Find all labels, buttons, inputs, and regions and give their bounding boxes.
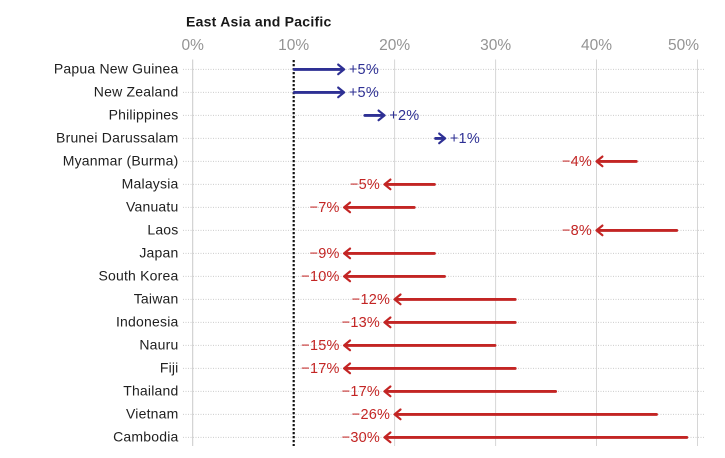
- svg-text:Vanuatu: Vanuatu: [126, 199, 179, 215]
- svg-text:Thailand: Thailand: [123, 383, 178, 399]
- svg-text:Brunei Darussalam: Brunei Darussalam: [56, 130, 178, 146]
- svg-text:−10%: −10%: [301, 269, 339, 285]
- svg-text:10%: 10%: [278, 37, 309, 54]
- svg-text:East Asia and Pacific: East Asia and Pacific: [186, 14, 332, 30]
- svg-text:Laos: Laos: [147, 222, 178, 238]
- svg-text:Myanmar (Burma): Myanmar (Burma): [63, 153, 179, 169]
- svg-text:50%: 50%: [668, 37, 699, 54]
- svg-text:Japan: Japan: [139, 245, 178, 261]
- svg-text:+2%: +2%: [389, 108, 419, 124]
- svg-text:20%: 20%: [379, 37, 410, 54]
- svg-text:−4%: −4%: [562, 154, 592, 170]
- svg-text:−13%: −13%: [342, 315, 380, 331]
- svg-text:Philippines: Philippines: [109, 107, 179, 123]
- svg-text:Vietnam: Vietnam: [126, 406, 179, 422]
- svg-text:South Korea: South Korea: [98, 268, 178, 284]
- svg-text:−12%: −12%: [352, 292, 390, 308]
- svg-text:−7%: −7%: [310, 200, 340, 216]
- svg-text:+1%: +1%: [450, 131, 480, 147]
- svg-text:−8%: −8%: [562, 223, 592, 239]
- svg-text:40%: 40%: [581, 37, 612, 54]
- svg-text:Cambodia: Cambodia: [113, 429, 178, 445]
- svg-text:−15%: −15%: [301, 338, 339, 354]
- svg-text:Taiwan: Taiwan: [134, 291, 179, 307]
- svg-text:Malaysia: Malaysia: [122, 176, 179, 192]
- svg-text:−26%: −26%: [352, 407, 390, 423]
- svg-text:30%: 30%: [480, 37, 511, 54]
- svg-text:−9%: −9%: [310, 246, 340, 262]
- svg-text:+5%: +5%: [349, 85, 379, 101]
- svg-text:Fiji: Fiji: [160, 360, 179, 376]
- svg-text:Indonesia: Indonesia: [116, 314, 179, 330]
- svg-text:0%: 0%: [181, 37, 204, 54]
- svg-text:−5%: −5%: [350, 177, 380, 193]
- svg-text:New Zealand: New Zealand: [94, 84, 179, 100]
- svg-text:Papua New Guinea: Papua New Guinea: [54, 61, 179, 77]
- svg-text:−17%: −17%: [301, 361, 339, 377]
- svg-text:Nauru: Nauru: [139, 337, 178, 353]
- svg-text:+5%: +5%: [349, 62, 379, 78]
- svg-text:−30%: −30%: [342, 430, 380, 446]
- svg-text:−17%: −17%: [342, 384, 380, 400]
